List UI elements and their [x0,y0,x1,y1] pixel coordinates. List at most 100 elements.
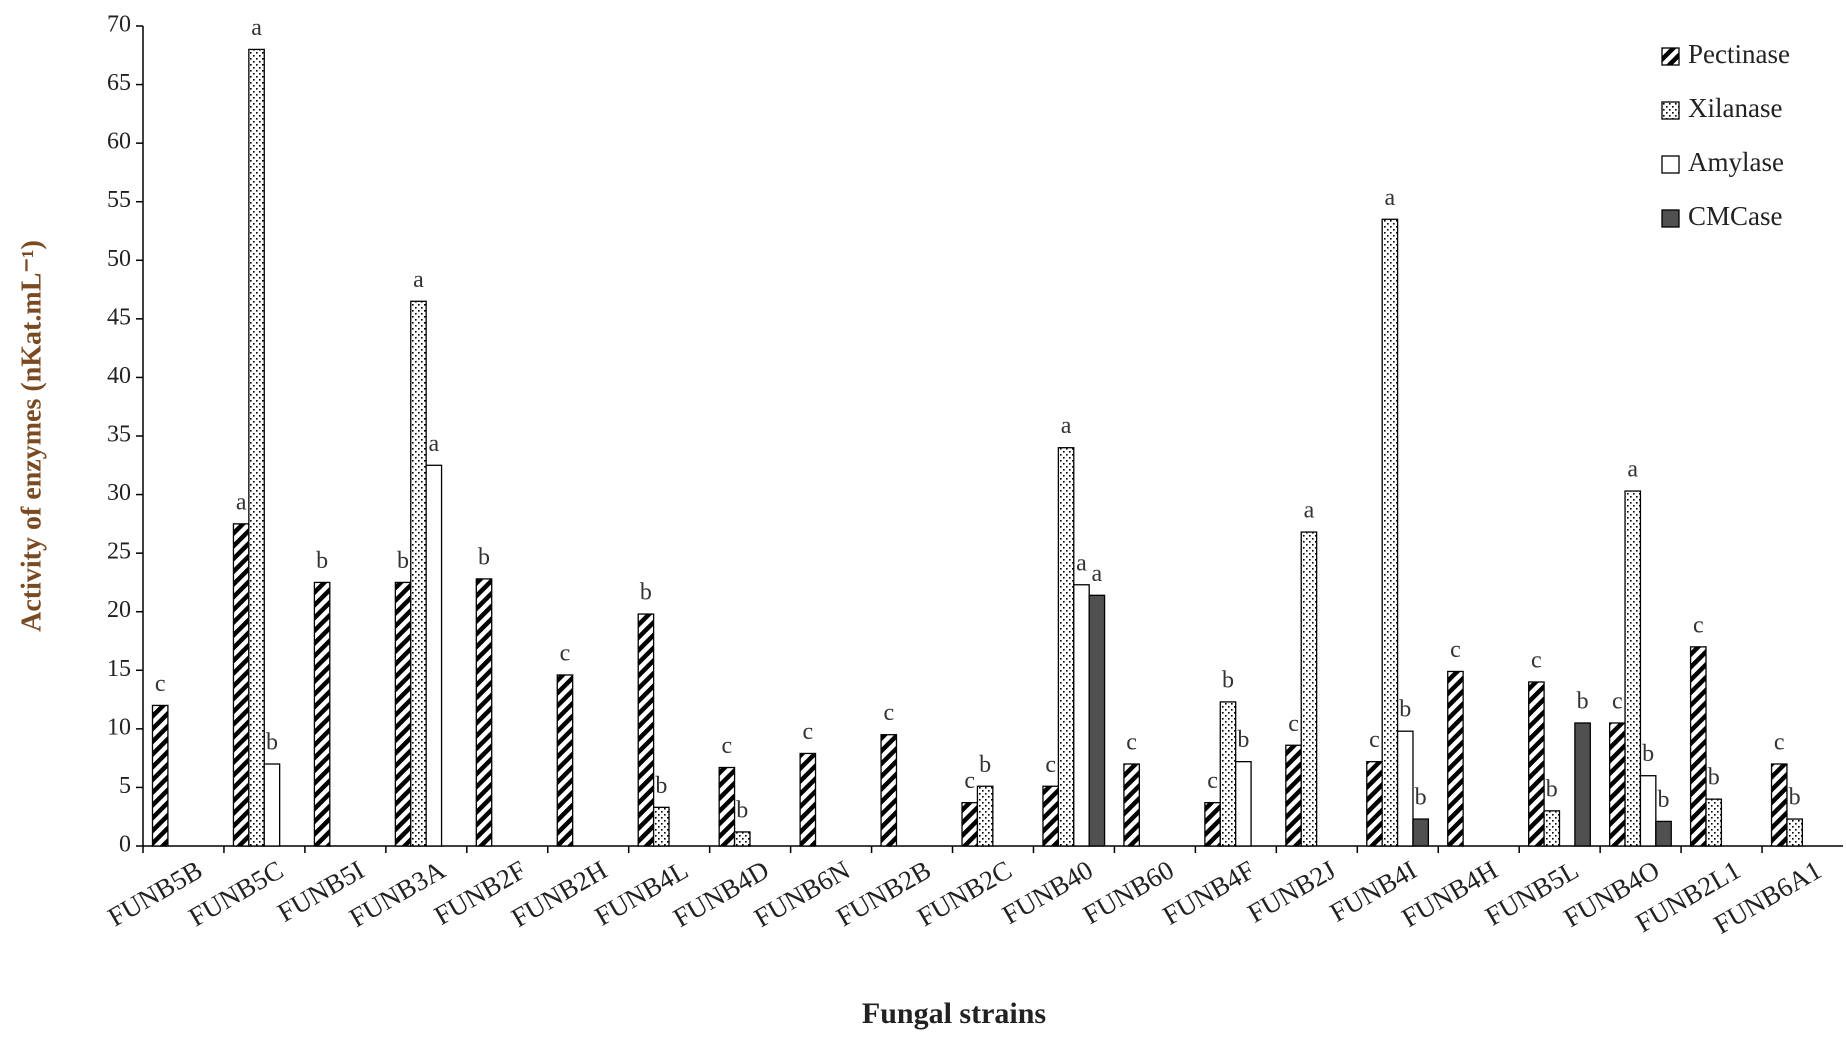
bar [1543,810,1561,847]
y-tick-label: 45 [107,304,131,330]
bar [425,464,443,847]
legend-swatch [1661,209,1680,228]
bar [1073,584,1090,847]
bar [1608,722,1626,847]
significance-letter: a [1304,498,1315,524]
bar [1412,818,1430,847]
significance-letter: b [1642,741,1654,767]
legend-label: CMCase [1688,201,1783,231]
significance-letter: c [1288,711,1299,737]
bar [718,766,736,847]
y-tick-label: 50 [107,246,131,272]
significance-letter: b [1399,697,1411,723]
legend-label: Xilanase [1688,93,1782,123]
significance-letter: b [397,548,409,574]
y-axis-title: Activity of enzymes (nKat.mL⁻¹) [16,240,47,632]
significance-letter: c [1207,768,1218,794]
bar [1447,670,1464,847]
bar [1300,531,1318,847]
significance-letter: a [1061,413,1072,439]
bar [313,581,331,847]
significance-letter: b [1708,765,1720,791]
legend-label: Pectinase [1688,39,1790,69]
bar [1624,490,1642,847]
legend-swatch [1661,47,1680,66]
significance-letter: b [1789,785,1801,811]
bar [394,581,412,847]
bar [151,704,169,847]
significance-letter: b [736,797,748,823]
significance-letter: a [1092,561,1103,587]
bar [1770,763,1788,847]
y-tick-label: 0 [119,832,131,858]
significance-letter: a [251,15,262,41]
bar [961,802,979,847]
y-tick-label: 30 [107,480,131,506]
bar [1057,447,1075,847]
bar [1219,701,1237,847]
significance-letter: b [266,730,278,756]
bar [1689,646,1707,847]
significance-letter: a [429,431,440,457]
bar [1639,775,1657,847]
significance-letter: c [1450,637,1461,663]
significance-letter: a [1627,457,1638,483]
legend-swatch [1661,155,1680,174]
significance-letter: c [1126,730,1137,756]
significance-letter: c [883,700,894,726]
bar [1088,594,1106,847]
significance-letter: c [1693,612,1704,638]
bar [880,734,898,847]
bar [1123,763,1140,847]
bar [1705,798,1723,847]
significance-letter: b [640,580,652,606]
bar [1285,744,1302,847]
y-tick-label: 35 [107,422,131,448]
significance-letter: c [802,719,813,745]
significance-letter: c [1612,689,1623,715]
bar [652,806,670,847]
bar [248,48,265,847]
significance-letter: c [722,733,733,759]
bar [1042,785,1060,847]
x-tick-label: FUNB4F [1158,855,1260,931]
significance-letter: b [1546,776,1558,802]
significance-letter: b [979,752,991,778]
x-tick-label: FUNB2C [912,855,1017,933]
bar [976,785,994,847]
significance-letter: a [236,489,247,515]
y-tick-label: 55 [107,187,131,213]
bar [733,831,751,847]
x-tick-label: FUNB2J [1243,855,1341,929]
y-tick-label: 40 [107,363,131,389]
bar [475,578,493,847]
significance-letter: b [1415,785,1427,811]
y-tick-label: 10 [107,714,131,740]
significance-letter: a [413,267,424,293]
significance-letter: a [1385,185,1396,211]
legend-swatch [1661,101,1680,120]
y-tick-label: 15 [107,656,131,682]
bar [556,674,574,847]
significance-letter: b [1222,667,1234,693]
bar [263,763,281,847]
bar [232,523,250,847]
y-tick-label: 5 [119,773,131,799]
significance-letter: b [1658,787,1670,813]
bar [1235,761,1252,847]
x-tick-label: FUNB60 [1078,855,1179,930]
significance-letter: c [1045,752,1056,778]
significance-letter: b [478,544,490,570]
y-tick-label: 20 [107,597,131,623]
bar [1396,730,1414,847]
bar [799,752,817,847]
bar [1786,818,1803,847]
bar [1366,761,1383,847]
significance-letter: c [964,768,975,794]
significance-letter: b [1237,727,1249,753]
significance-letter: c [1774,730,1785,756]
legend-label: Amylase [1688,147,1784,177]
x-axis-title: Fungal strains [862,997,1046,1030]
